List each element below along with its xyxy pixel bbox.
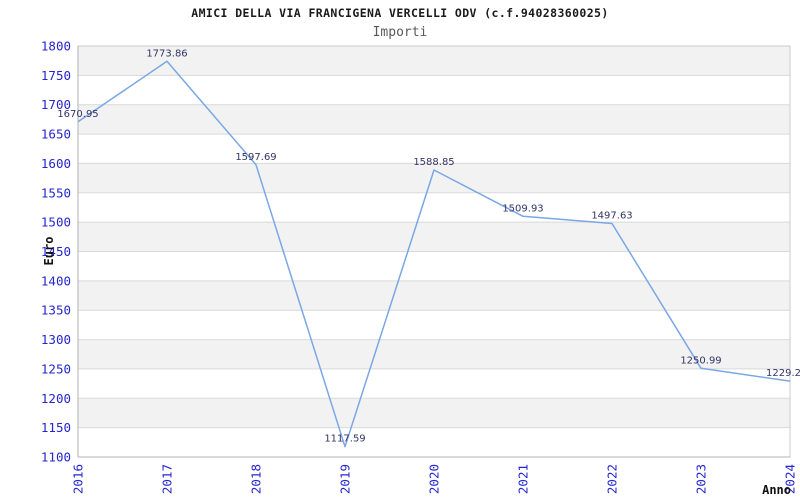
grid-band bbox=[78, 222, 790, 252]
point-label: 1670.95 bbox=[57, 109, 98, 120]
point-label: 1509.93 bbox=[502, 203, 543, 214]
grid-band bbox=[78, 398, 790, 428]
y-tick-label: 1750 bbox=[41, 68, 71, 83]
point-label: 1597.69 bbox=[235, 152, 276, 163]
y-tick-label: 1800 bbox=[41, 39, 71, 54]
y-tick-label: 1350 bbox=[41, 303, 71, 318]
point-label: 1588.85 bbox=[413, 157, 454, 168]
x-tick-label: 2018 bbox=[249, 464, 264, 494]
y-tick-label: 1550 bbox=[41, 185, 71, 200]
point-label: 1497.63 bbox=[591, 211, 632, 222]
x-tick-label: 2022 bbox=[605, 464, 620, 494]
y-tick-label: 1450 bbox=[41, 244, 71, 259]
x-tick-label: 2020 bbox=[427, 464, 442, 494]
y-tick-label: 1150 bbox=[41, 420, 71, 435]
y-tick-label: 1650 bbox=[41, 127, 71, 142]
x-tick-label: 2021 bbox=[516, 464, 531, 494]
y-axis-ticks: 1100 1150 1200 1250 1300 1350 1400 1450 1500 1550… bbox=[41, 39, 71, 465]
x-axis-ticks: 2016 2017 2018 2019 2020 2021 2022 2023 2024 bbox=[71, 464, 798, 494]
y-tick-label: 1300 bbox=[41, 332, 71, 347]
chart-title: AMICI DELLA VIA FRANCIGENA VERCELLI ODV … bbox=[191, 6, 609, 20]
x-tick-label: 2016 bbox=[71, 464, 86, 494]
background-bands bbox=[78, 46, 790, 428]
plot-frame bbox=[77, 45, 791, 458]
y-tick-label: 1700 bbox=[41, 97, 71, 112]
x-tick-label: 2019 bbox=[338, 464, 353, 494]
y-tick-label: 1400 bbox=[41, 273, 71, 288]
grid-band bbox=[78, 280, 790, 311]
grid-band bbox=[78, 104, 790, 135]
y-tick-label: 1600 bbox=[41, 156, 71, 171]
data-line bbox=[77, 60, 791, 448]
y-tick-label: 1250 bbox=[41, 361, 71, 376]
point-label: 1250.99 bbox=[680, 355, 721, 366]
y-tick-label: 1200 bbox=[41, 391, 71, 406]
x-tick-label: 2017 bbox=[160, 464, 175, 494]
point-labels: 1670.95 1773.86 1597.69 1117.59 1588.85 1509.… bbox=[57, 48, 800, 444]
y-axis-title: Euro bbox=[42, 237, 56, 266]
x-tick-label: 2023 bbox=[694, 464, 709, 494]
chart-subtitle: Importi bbox=[372, 25, 428, 40]
grid-band bbox=[78, 163, 790, 193]
grid-band bbox=[78, 339, 790, 369]
x-tick-label: 2024 bbox=[783, 464, 798, 494]
y-tick-label: 1500 bbox=[41, 215, 71, 230]
y-tick-label: 1100 bbox=[41, 450, 71, 465]
grid-band bbox=[78, 46, 790, 76]
point-label: 1117.59 bbox=[324, 434, 365, 445]
x-axis-title: Anno bbox=[762, 483, 791, 497]
point-label: 1773.86 bbox=[146, 48, 187, 59]
data-series bbox=[77, 60, 791, 448]
point-label: 1229.2 bbox=[766, 368, 800, 379]
